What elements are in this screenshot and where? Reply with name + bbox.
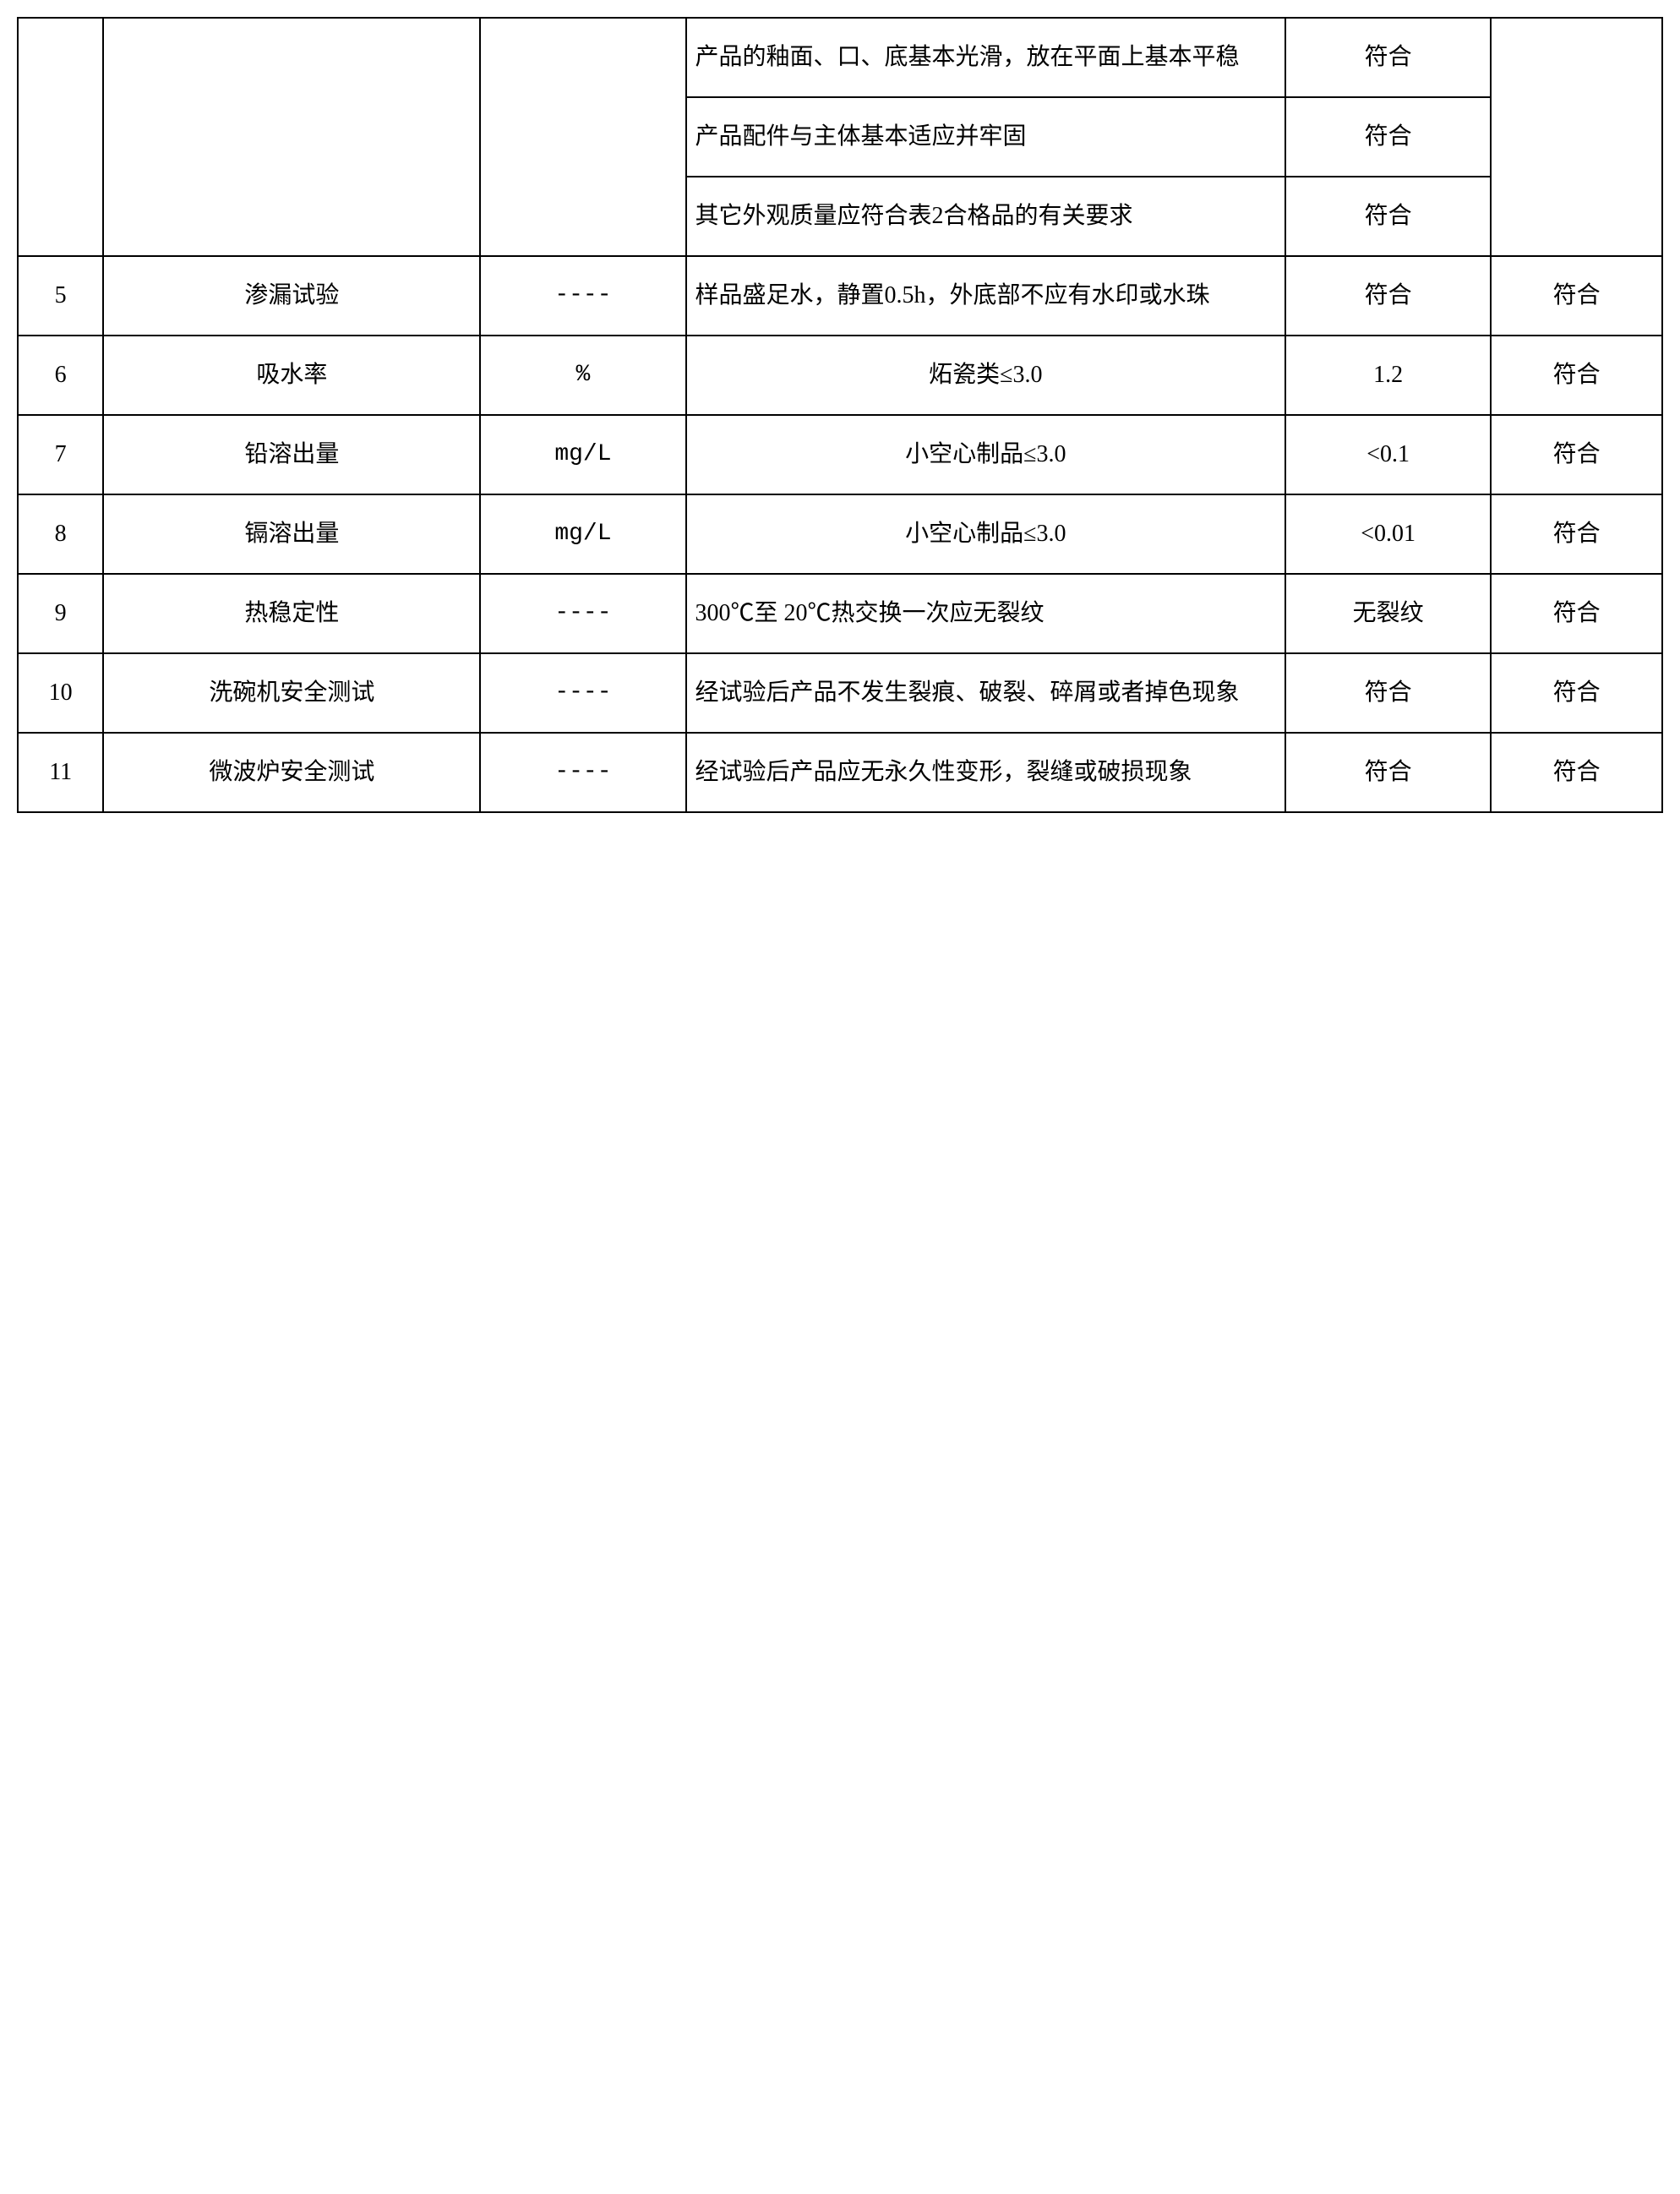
table-row: 8 镉溶出量 mg/L 小空心制品≤3.0 <0.01 符合 xyxy=(18,494,1662,574)
table-row: 产品的釉面、口、底基本光滑，放在平面上基本平稳 符合 xyxy=(18,18,1662,97)
cell-index: 9 xyxy=(18,574,103,653)
cell-result: 符合 xyxy=(1285,653,1491,733)
cell-result: 符合 xyxy=(1285,733,1491,812)
cell-concl: 符合 xyxy=(1491,336,1662,415)
cell-item: 吸水率 xyxy=(103,336,480,415)
cell-result: 1.2 xyxy=(1285,336,1491,415)
cell-item: 渗漏试验 xyxy=(103,256,480,336)
cell-item: 微波炉安全测试 xyxy=(103,733,480,812)
cell-concl: 符合 xyxy=(1491,256,1662,336)
cell-item xyxy=(103,18,480,256)
cell-result: 符合 xyxy=(1285,18,1491,97)
cell-concl: 符合 xyxy=(1491,574,1662,653)
cell-item: 镉溶出量 xyxy=(103,494,480,574)
cell-result: 符合 xyxy=(1285,177,1491,256)
cell-index: 11 xyxy=(18,733,103,812)
cell-req: 炻瓷类≤3.0 xyxy=(686,336,1285,415)
cell-unit: ---- xyxy=(480,256,685,336)
cell-unit: mg/L xyxy=(480,494,685,574)
cell-item: 洗碗机安全测试 xyxy=(103,653,480,733)
cell-index: 6 xyxy=(18,336,103,415)
cell-concl: 符合 xyxy=(1491,415,1662,494)
cell-concl: 符合 xyxy=(1491,494,1662,574)
cell-unit xyxy=(480,18,685,256)
cell-result: <0.01 xyxy=(1285,494,1491,574)
cell-index xyxy=(18,18,103,256)
cell-concl: 符合 xyxy=(1491,653,1662,733)
cell-req: 其它外观质量应符合表2合格品的有关要求 xyxy=(686,177,1285,256)
cell-index: 5 xyxy=(18,256,103,336)
cell-concl: 符合 xyxy=(1491,733,1662,812)
table-row: 5 渗漏试验 ---- 样品盛足水，静置0.5h，外底部不应有水印或水珠 符合 … xyxy=(18,256,1662,336)
cell-req: 小空心制品≤3.0 xyxy=(686,415,1285,494)
table-body: 产品的釉面、口、底基本光滑，放在平面上基本平稳 符合 产品配件与主体基本适应并牢… xyxy=(18,18,1662,812)
table-row: 9 热稳定性 ---- 300℃至 20℃热交换一次应无裂纹 无裂纹 符合 xyxy=(18,574,1662,653)
cell-item: 铅溶出量 xyxy=(103,415,480,494)
cell-unit: ---- xyxy=(480,574,685,653)
cell-index: 8 xyxy=(18,494,103,574)
cell-unit: ---- xyxy=(480,653,685,733)
cell-concl xyxy=(1491,18,1662,256)
table-row: 10 洗碗机安全测试 ---- 经试验后产品不发生裂痕、破裂、碎屑或者掉色现象 … xyxy=(18,653,1662,733)
table-row: 7 铅溶出量 mg/L 小空心制品≤3.0 <0.1 符合 xyxy=(18,415,1662,494)
table-row: 6 吸水率 % 炻瓷类≤3.0 1.2 符合 xyxy=(18,336,1662,415)
cell-unit: % xyxy=(480,336,685,415)
cell-result: <0.1 xyxy=(1285,415,1491,494)
cell-req: 经试验后产品应无永久性变形，裂缝或破损现象 xyxy=(686,733,1285,812)
cell-index: 7 xyxy=(18,415,103,494)
cell-unit: mg/L xyxy=(480,415,685,494)
cell-req: 300℃至 20℃热交换一次应无裂纹 xyxy=(686,574,1285,653)
cell-unit: ---- xyxy=(480,733,685,812)
cell-item: 热稳定性 xyxy=(103,574,480,653)
cell-result: 无裂纹 xyxy=(1285,574,1491,653)
cell-req: 产品的釉面、口、底基本光滑，放在平面上基本平稳 xyxy=(686,18,1285,97)
cell-result: 符合 xyxy=(1285,256,1491,336)
cell-req: 经试验后产品不发生裂痕、破裂、碎屑或者掉色现象 xyxy=(686,653,1285,733)
cell-req: 样品盛足水，静置0.5h，外底部不应有水印或水珠 xyxy=(686,256,1285,336)
cell-req: 产品配件与主体基本适应并牢固 xyxy=(686,97,1285,177)
inspection-table: 产品的釉面、口、底基本光滑，放在平面上基本平稳 符合 产品配件与主体基本适应并牢… xyxy=(17,17,1663,813)
cell-index: 10 xyxy=(18,653,103,733)
table-row: 11 微波炉安全测试 ---- 经试验后产品应无永久性变形，裂缝或破损现象 符合… xyxy=(18,733,1662,812)
cell-req: 小空心制品≤3.0 xyxy=(686,494,1285,574)
cell-result: 符合 xyxy=(1285,97,1491,177)
